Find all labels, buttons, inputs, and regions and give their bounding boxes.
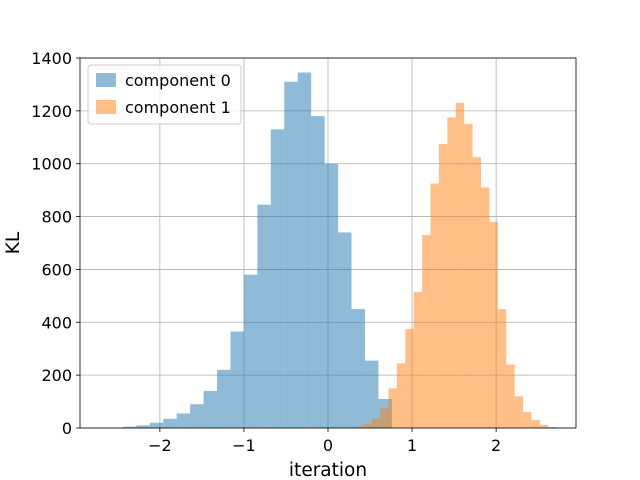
histogram-bar bbox=[371, 418, 381, 428]
legend-frame bbox=[87, 64, 242, 125]
histogram-bar bbox=[447, 117, 456, 428]
y-axis-label: KL bbox=[3, 231, 24, 254]
histogram-bar bbox=[430, 183, 439, 428]
histogram-bar bbox=[539, 424, 549, 428]
histogram-bar bbox=[438, 143, 448, 428]
histogram-bar bbox=[354, 426, 364, 428]
histogram-bar bbox=[548, 426, 557, 428]
histogram-bar bbox=[136, 425, 150, 428]
histogram-bar bbox=[284, 81, 298, 429]
histogram-bar bbox=[497, 309, 507, 428]
histogram-bar bbox=[122, 426, 137, 428]
histogram-bar bbox=[230, 331, 244, 428]
histogram-bar bbox=[351, 309, 365, 428]
histogram-bar bbox=[481, 187, 490, 428]
histogram-bar bbox=[364, 360, 379, 428]
histogram-bar bbox=[311, 116, 325, 429]
x-tick-label: 1 bbox=[407, 436, 417, 455]
histogram-bar bbox=[190, 404, 204, 428]
legend-swatch-component-0 bbox=[96, 73, 116, 87]
histogram-bar bbox=[338, 232, 352, 428]
y-tick-label: 1400 bbox=[31, 49, 72, 68]
y-tick-label: 400 bbox=[41, 313, 72, 332]
legend-swatch-component-1 bbox=[96, 100, 116, 114]
histogram-bar bbox=[324, 163, 339, 428]
histogram-bar bbox=[217, 369, 231, 428]
y-tick-label: 1000 bbox=[31, 155, 72, 174]
histogram-bar bbox=[388, 388, 397, 428]
histogram-bar bbox=[489, 221, 498, 428]
histogram-bar bbox=[363, 424, 372, 428]
y-tick-label: 0 bbox=[62, 419, 72, 438]
bars bbox=[109, 72, 557, 429]
histogram-bar bbox=[163, 418, 177, 428]
x-tick-label: 2 bbox=[491, 436, 501, 455]
x-axis-label: iteration bbox=[289, 460, 367, 480]
histogram-bar bbox=[405, 328, 414, 428]
histogram-bar bbox=[514, 396, 524, 428]
legend: component 0 component 1 bbox=[87, 64, 242, 125]
y-tick-label: 800 bbox=[41, 208, 72, 227]
histogram-bar bbox=[531, 420, 540, 428]
histogram-bar bbox=[422, 235, 431, 428]
histogram-bar bbox=[506, 364, 515, 428]
histogram-bar bbox=[203, 391, 218, 428]
x-tick-label: −2 bbox=[148, 436, 172, 455]
histogram-bar bbox=[472, 157, 482, 428]
histogram-bar bbox=[396, 363, 406, 428]
histogram-bar bbox=[455, 102, 465, 428]
axis-ticks: −2 −1 0 1 2 0 200 400 600 800 1000 1200 1400 bbox=[31, 49, 501, 455]
histogram-bar bbox=[297, 72, 312, 429]
histogram-bar bbox=[243, 274, 258, 428]
x-tick-label: 0 bbox=[323, 436, 333, 455]
histogram-bar bbox=[176, 413, 191, 428]
histogram-bar bbox=[413, 291, 423, 428]
legend-label-component-0: component 0 bbox=[125, 71, 231, 90]
histogram-bar bbox=[149, 422, 164, 428]
series-1 bbox=[354, 102, 557, 429]
histogram-bar bbox=[464, 124, 473, 429]
y-tick-label: 600 bbox=[41, 260, 72, 279]
legend-label-component-1: component 1 bbox=[125, 98, 231, 117]
histogram-bar bbox=[380, 408, 389, 428]
x-tick-label: −1 bbox=[232, 436, 256, 455]
histogram-bar bbox=[523, 412, 532, 428]
histogram-bar bbox=[270, 129, 285, 428]
series-0 bbox=[109, 72, 392, 429]
y-tick-label: 200 bbox=[41, 366, 72, 385]
y-tick-label: 1200 bbox=[31, 102, 72, 121]
histogram-bar bbox=[257, 204, 271, 428]
